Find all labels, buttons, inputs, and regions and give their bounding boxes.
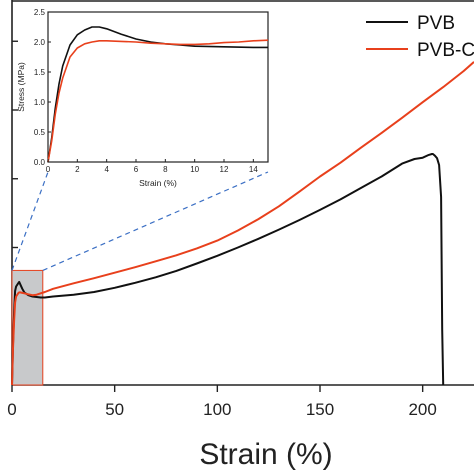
main-x-tick-label: 150 <box>306 400 334 419</box>
inset-y-tick-label: 1.0 <box>34 98 46 107</box>
inset-x-tick-label: 12 <box>220 165 229 174</box>
zoom-connector-left <box>11 171 49 271</box>
inset-x-tick-label: 14 <box>249 165 258 174</box>
legend: PVB PVB-C <box>366 13 474 61</box>
inset-x-tick-label: 0 <box>46 165 51 174</box>
inset-x-tick-label: 10 <box>190 165 199 174</box>
inset-x-tick-label: 8 <box>163 165 168 174</box>
main-plot-marks <box>11 61 474 386</box>
inset-x-axis-title: Strain (%) <box>139 178 177 188</box>
inset-series-line-pvb <box>47 26 268 163</box>
inset-y-tick-label: 0.0 <box>34 158 46 167</box>
inset-plot: 0 2 4 6 8 10 12 14 0.0 0.5 1.0 1.5 2.0 2.5 Strain (%) S… <box>11 8 269 271</box>
legend-label-pvb: PVB <box>417 13 455 34</box>
inset-y-tick-label: 2.0 <box>34 38 46 47</box>
main-x-tick-label: 200 <box>408 400 436 419</box>
inset-y-tick-label: 0.5 <box>34 128 46 137</box>
main-x-tick-label: 100 <box>203 400 231 419</box>
legend-label-pvb-c: PVB-C <box>417 40 474 61</box>
inset-y-tick-label: 1.5 <box>34 68 46 77</box>
inset-x-tick-label: 2 <box>75 165 80 174</box>
inset-y-axis-title: Stress (MPa) <box>16 62 26 112</box>
main-x-axis-ticks: 0 50 100 150 200 <box>7 385 437 419</box>
inset-x-tick-label: 4 <box>104 165 109 174</box>
zoom-region <box>11 269 44 386</box>
inset-series-line-pvb-c <box>47 39 269 163</box>
zoom-connector-right <box>42 171 269 271</box>
main-series-line-pvb <box>11 153 445 386</box>
main-series-line-pvb-c <box>11 61 474 386</box>
inset-y-tick-label: 2.5 <box>34 8 46 17</box>
main-x-tick-label: 50 <box>105 400 124 419</box>
inset-x-tick-label: 6 <box>134 165 139 174</box>
inset-frame <box>47 11 269 163</box>
main-x-tick-label: 0 <box>7 400 16 419</box>
main-x-axis-title: Strain (%) <box>199 438 332 471</box>
